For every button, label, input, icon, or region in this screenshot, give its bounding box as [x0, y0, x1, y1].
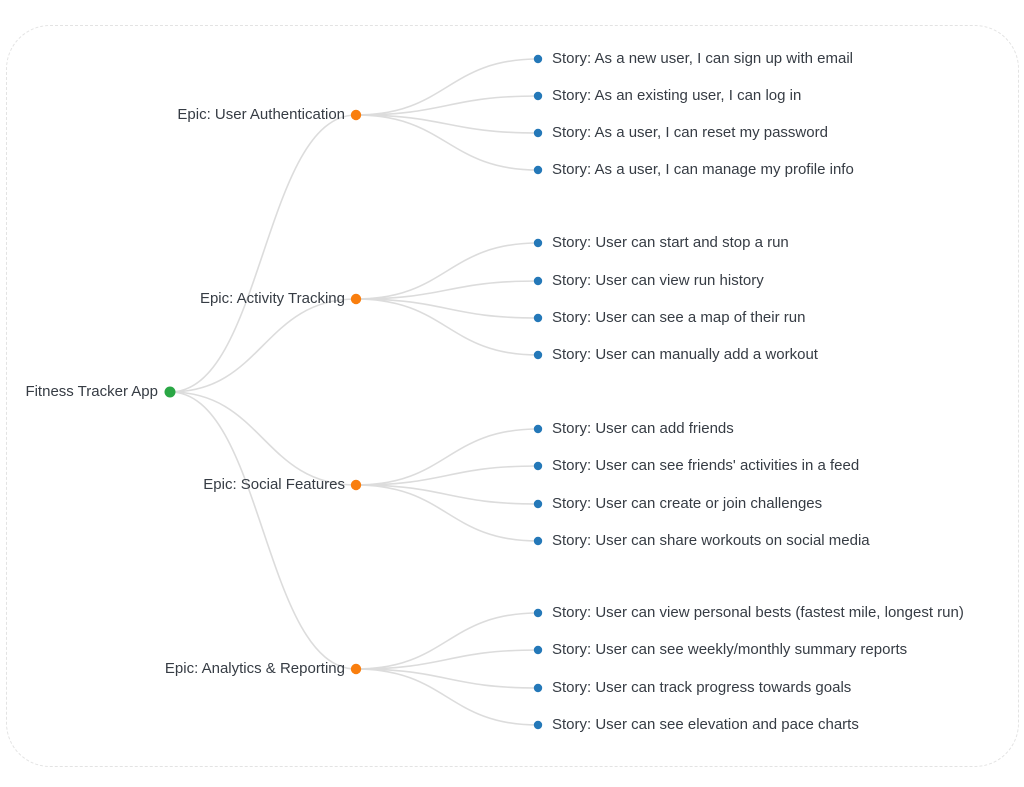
story-node-dot[interactable] [533, 683, 543, 693]
story-node-dot[interactable] [533, 720, 543, 730]
story-node-dot[interactable] [533, 276, 543, 286]
story-node-dot[interactable] [533, 54, 543, 64]
story-node-label: Story: User can add friends [552, 420, 734, 437]
branch-link [355, 484, 539, 505]
epic-node-dot[interactable] [350, 293, 362, 305]
branch-link [355, 280, 539, 300]
story-node-dot[interactable] [533, 608, 543, 618]
story-node-label: Story: User can see friends' activities … [552, 457, 860, 474]
branch-link [355, 612, 539, 670]
story-node-dot[interactable] [533, 91, 543, 101]
story-node-dot[interactable] [533, 350, 543, 360]
story-node-dot[interactable] [533, 645, 543, 655]
epic-node-dot[interactable] [350, 479, 362, 491]
story-node-label: Story: User can share workouts on social… [552, 532, 870, 549]
story-node-dot[interactable] [533, 128, 543, 138]
story-node-dot[interactable] [533, 424, 543, 434]
story-node-dot[interactable] [533, 238, 543, 248]
story-node-label: Story: User can see weekly/monthly summa… [552, 641, 908, 658]
branch-link [355, 114, 539, 171]
story-node-label: Story: User can see a map of their run [552, 309, 806, 326]
epic-node-dot[interactable] [350, 663, 362, 675]
branch-link [169, 298, 357, 393]
story-node-label: Story: User can see elevation and pace c… [552, 716, 859, 733]
branch-link [355, 298, 539, 356]
branch-link [169, 114, 357, 393]
story-node-label: Story: As a new user, I can sign up with… [552, 50, 853, 67]
epic-node-label: Epic: User Authentication [177, 106, 345, 123]
branch-link [355, 242, 539, 300]
story-node-dot[interactable] [533, 165, 543, 175]
epic-node-label: Epic: Activity Tracking [199, 290, 345, 307]
story-node-label: Story: User can manually add a workout [552, 346, 818, 363]
epic-node-label: Epic: Analytics & Reporting [164, 660, 345, 677]
branch-link [355, 298, 539, 319]
epic-node-label: Epic: Social Features [203, 476, 345, 493]
branch-link [355, 668, 539, 726]
epic-node-dot[interactable] [350, 109, 362, 121]
branch-link [169, 391, 357, 670]
story-node-label: Story: As an existing user, I can log in [552, 87, 802, 104]
story-node-label: Story: User can track progress towards g… [552, 679, 852, 696]
root-node-dot[interactable] [164, 386, 176, 398]
branch-link [355, 649, 539, 670]
story-node-dot[interactable] [533, 461, 543, 471]
story-node-label: Story: As a user, I can reset my passwor… [552, 124, 828, 141]
branch-link [355, 58, 539, 116]
story-node-dot[interactable] [533, 499, 543, 509]
story-node-dot[interactable] [533, 313, 543, 323]
branch-link [355, 114, 539, 134]
story-node-label: Story: User can view personal bests (fas… [552, 604, 964, 621]
story-node-label: Story: As a user, I can manage my profil… [552, 161, 854, 178]
branch-link [169, 391, 357, 486]
root-node-label: Fitness Tracker App [25, 383, 158, 400]
branch-link [355, 668, 539, 689]
branch-link [355, 465, 539, 486]
branch-link [355, 95, 539, 116]
story-node-label: Story: User can start and stop a run [552, 234, 789, 251]
story-node-label: Story: User can view run history [552, 272, 764, 289]
story-node-dot[interactable] [533, 536, 543, 546]
branch-link [355, 484, 539, 542]
story-node-label: Story: User can create or join challenge… [552, 495, 823, 512]
branch-link [355, 428, 539, 486]
